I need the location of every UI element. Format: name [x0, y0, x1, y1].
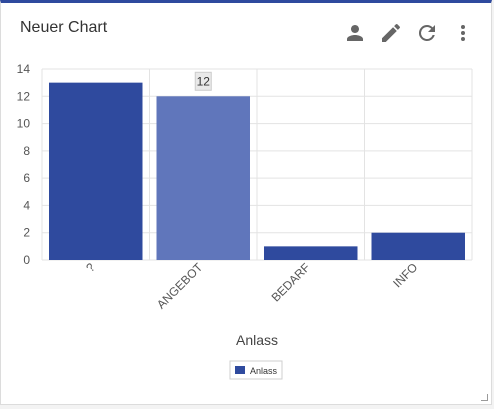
widget-title: Neuer Chart	[20, 19, 108, 36]
legend-label: Anlass	[250, 366, 278, 376]
x-tick-label: INFO	[390, 260, 420, 290]
bar	[264, 246, 358, 260]
x-tick-label: ANGEBOT	[154, 260, 206, 312]
y-tick-label: 0	[23, 253, 30, 267]
y-tick-label: 2	[23, 226, 30, 240]
x-axis-title: Anlass	[236, 332, 278, 348]
tooltip-value: 12	[197, 74, 211, 88]
y-tick-label: 12	[17, 89, 31, 103]
bar	[371, 232, 465, 260]
x-tick-label: ?	[83, 260, 98, 275]
y-tick-label: 6	[23, 171, 30, 185]
tooltip-box	[194, 71, 212, 91]
y-tick-label: 4	[23, 198, 30, 212]
resize-handle[interactable]	[481, 394, 488, 401]
person-icon[interactable]	[343, 21, 367, 45]
x-tick-label: BEDARF	[269, 260, 313, 304]
more-vert-icon[interactable]	[451, 21, 475, 45]
y-tick-label: 14	[17, 62, 31, 76]
legend-swatch	[235, 366, 245, 374]
y-tick-label: 10	[17, 117, 31, 131]
legend-box	[229, 360, 283, 380]
bar	[156, 96, 250, 261]
pencil-icon[interactable]	[379, 21, 403, 45]
y-tick-label: 8	[23, 144, 30, 158]
bar	[49, 82, 143, 261]
